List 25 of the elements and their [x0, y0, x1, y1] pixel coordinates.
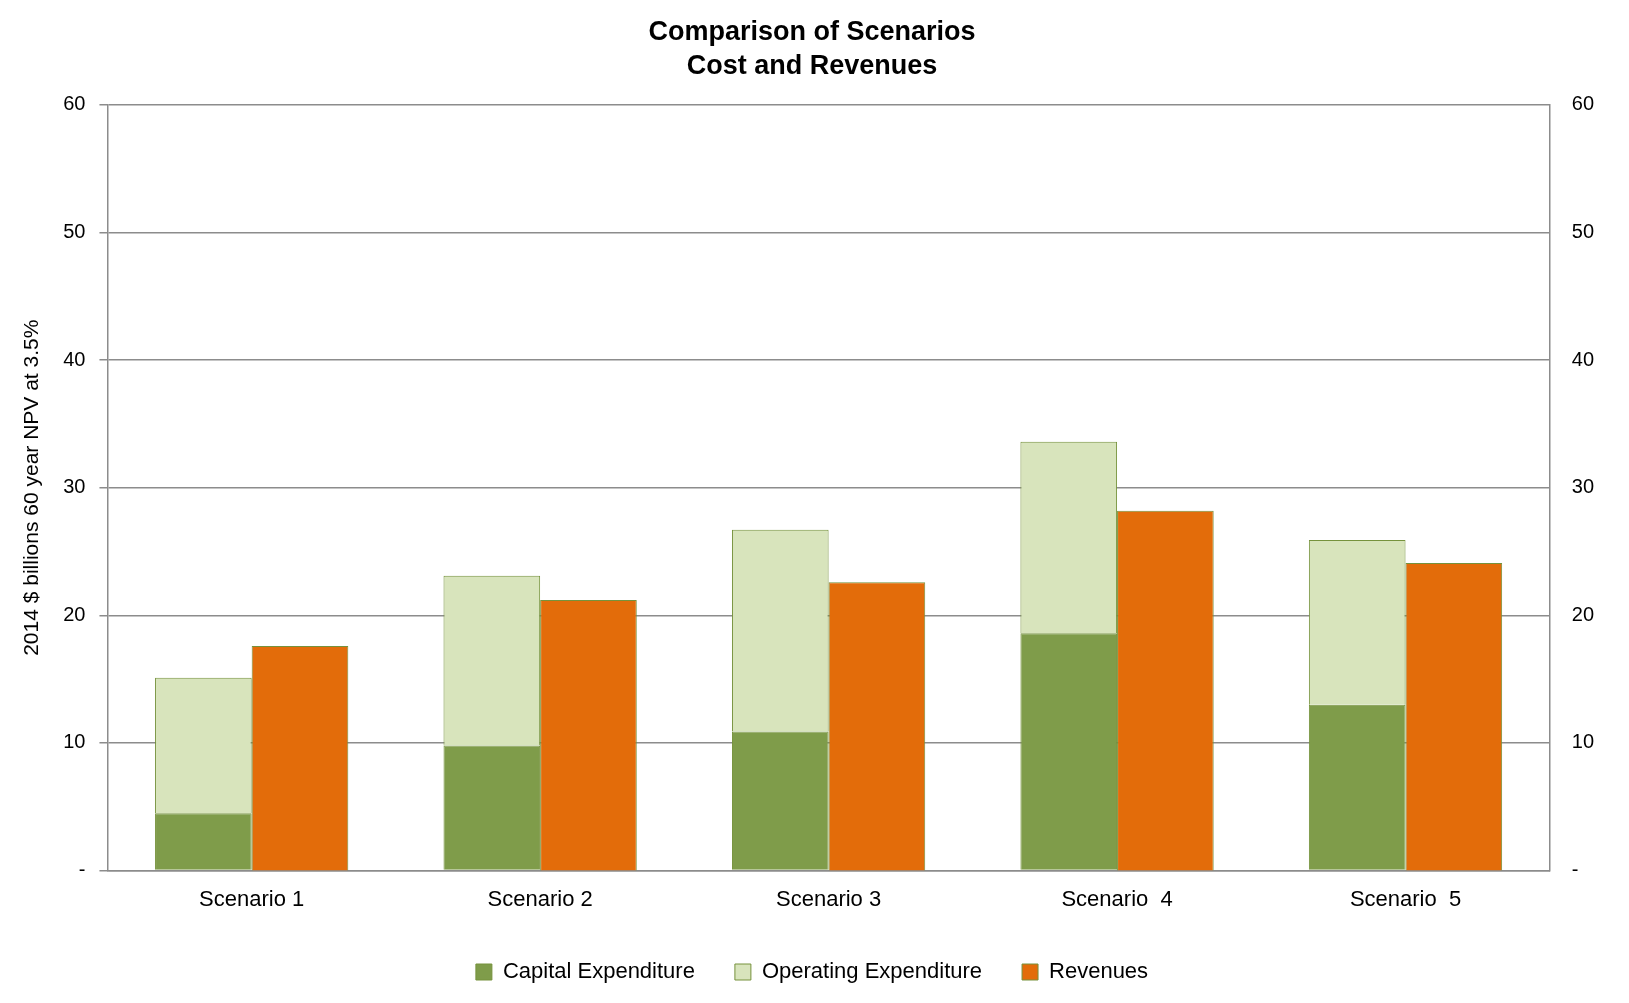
x-tick-label: Scenario 4 [1061, 885, 1173, 911]
legend-label: Capital Expenditure [502, 958, 695, 984]
y-tick-label: 50 [63, 219, 86, 242]
y2-tick-label: 60 [1571, 92, 1594, 115]
y-tick-label: - [78, 858, 86, 881]
y2-tick-label: 30 [1571, 475, 1594, 498]
chart-title: Comparison of Scenarios [648, 15, 976, 46]
y-tick-label: 10 [63, 730, 86, 753]
y-axis-title: 2014 $ billions 60 year NPV at 3.5% [19, 319, 43, 656]
y-tick-label: 30 [63, 475, 86, 498]
x-tick-label: Scenario 3 [776, 885, 882, 911]
y2-tick-label: 10 [1571, 730, 1594, 753]
y2-tick-label: 20 [1571, 602, 1594, 625]
y2-tick-label: - [1571, 858, 1579, 881]
y-tick-label: 20 [63, 602, 86, 625]
y-tick-label: 60 [63, 92, 86, 115]
y2-tick-label: 50 [1571, 219, 1594, 242]
x-tick-label: Scenario 1 [199, 885, 305, 911]
x-tick-label: Scenario 2 [487, 885, 593, 911]
y-tick-label: 40 [63, 347, 86, 370]
x-tick-label: Scenario 5 [1349, 885, 1462, 911]
y2-tick-label: 40 [1571, 347, 1594, 370]
chart-subtitle: Cost and Revenues [686, 50, 938, 81]
legend-label: Operating Expenditure [761, 958, 983, 984]
legend-label: Revenues [1049, 958, 1149, 984]
